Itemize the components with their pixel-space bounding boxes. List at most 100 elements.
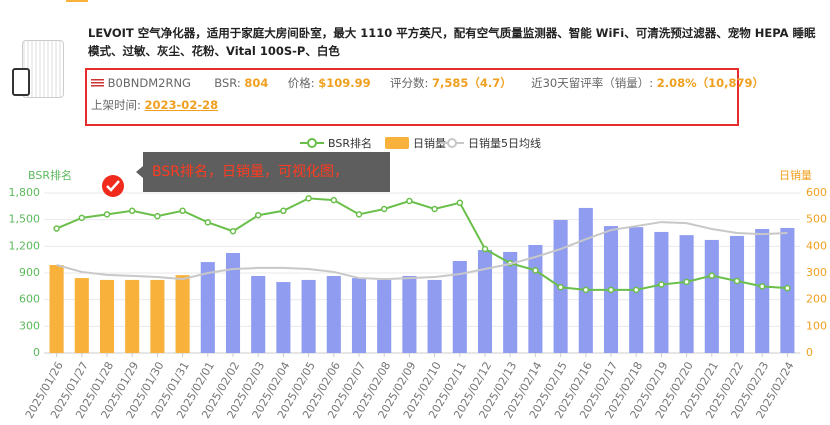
legend-symbol	[307, 138, 317, 148]
y2-tick-label: 400	[806, 239, 827, 252]
bar	[276, 282, 291, 353]
point	[154, 212, 161, 220]
point	[305, 195, 312, 202]
y2-axis-title: 日销量	[779, 168, 812, 182]
point	[204, 219, 212, 226]
y2-tick-label: 100	[806, 319, 827, 332]
point	[456, 199, 464, 207]
point	[179, 207, 186, 215]
bar	[99, 279, 115, 353]
info-box	[85, 68, 739, 126]
point	[406, 197, 413, 205]
point	[481, 245, 489, 253]
flag	[91, 79, 104, 88]
ratings: 7,585（4.7）	[432, 76, 512, 90]
check-mark	[106, 180, 120, 192]
point	[229, 227, 237, 235]
y2-tick-label: 600	[806, 186, 827, 199]
bar	[427, 279, 442, 353]
bar	[49, 265, 64, 353]
annotation-box	[136, 152, 390, 192]
bar	[74, 278, 89, 353]
price-label: 价格:	[287, 76, 315, 90]
y2-tick-label: 0	[806, 346, 813, 359]
y-tick-label: 1,200	[9, 239, 41, 252]
legend-label: 日销量	[413, 136, 446, 150]
point	[658, 281, 665, 288]
annotation: BSR排名，日销量，可视化图，	[152, 164, 348, 180]
ratings-label: 评分数:	[389, 76, 429, 90]
y-tick-label: 1,800	[9, 186, 41, 199]
bar	[528, 245, 543, 353]
point	[103, 211, 111, 218]
point	[632, 286, 640, 294]
y-axis-title: BSR排名	[28, 168, 72, 182]
legend-symbol	[385, 137, 409, 149]
y-tick-label: 1,500	[9, 213, 41, 226]
y-tick-label: 600	[19, 293, 40, 306]
y2-tick-label: 300	[806, 266, 827, 279]
y2-tick-label: 500	[806, 213, 827, 226]
bar	[477, 250, 493, 353]
point	[683, 278, 690, 286]
bsr: 804	[244, 76, 269, 90]
bsr-label: BSR:	[214, 76, 241, 90]
point	[582, 286, 590, 294]
bar	[225, 253, 241, 353]
product-image	[12, 38, 68, 102]
bar	[578, 207, 593, 353]
bar	[251, 275, 266, 353]
bar	[679, 235, 694, 353]
price: $109.99	[318, 76, 371, 90]
bar	[452, 261, 467, 353]
point	[607, 286, 615, 294]
line	[56, 197, 788, 291]
point	[128, 207, 136, 215]
point	[254, 211, 262, 219]
point	[532, 267, 539, 274]
point	[758, 283, 766, 290]
y-tick-label: 900	[19, 266, 40, 279]
legend-symbol	[447, 138, 457, 148]
line	[56, 221, 788, 281]
bar	[175, 275, 190, 353]
listed-row: 上架时间: 2023-02-28	[91, 97, 218, 113]
top-accent	[66, 0, 88, 2]
point	[280, 207, 287, 215]
point	[330, 196, 338, 204]
product-title: LEVOIT 空气净化器，适用于家庭大房间卧室，最大 1110 平方英尺，配有空…	[88, 26, 816, 58]
bar	[704, 239, 719, 353]
asin[interactable]: B0BNDM2RNG	[107, 76, 191, 90]
review-rate: 2.08%（10,879）	[656, 76, 765, 90]
legend-label: 日销量5日均线	[468, 136, 541, 150]
y2-tick-label: 200	[806, 293, 827, 306]
point	[53, 225, 60, 232]
listed: 2023-02-28	[144, 98, 219, 112]
y-tick-label: 300	[19, 319, 40, 332]
point	[557, 283, 564, 291]
info-row: B0BNDM2RNG BSR: 804 价格: $109.99 评分数: 7,5…	[91, 75, 764, 91]
bar	[200, 262, 215, 353]
bar	[351, 278, 367, 353]
bar	[729, 235, 745, 353]
bar	[326, 275, 341, 353]
bar	[377, 279, 392, 353]
bar	[755, 229, 770, 353]
point	[78, 214, 86, 222]
legend-label: BSR排名	[328, 136, 372, 150]
point	[380, 205, 388, 213]
listed-label: 上架时间:	[91, 98, 141, 112]
y-tick-label: 0	[33, 346, 40, 359]
review-rate-label: 近30天留评率（销量）:	[531, 76, 654, 90]
point	[355, 211, 363, 218]
bar	[125, 279, 140, 353]
bar	[654, 231, 669, 353]
point	[431, 205, 438, 213]
bar	[402, 275, 417, 353]
point	[708, 272, 716, 279]
bar	[301, 279, 316, 353]
point	[784, 284, 791, 292]
point	[733, 277, 741, 285]
